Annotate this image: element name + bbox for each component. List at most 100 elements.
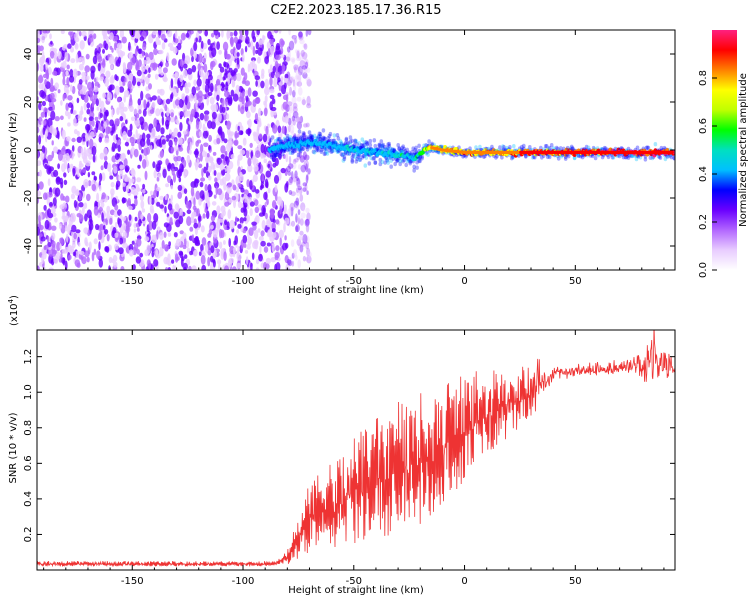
noise-mark: [98, 136, 103, 143]
signal-halo-mark: [318, 136, 323, 142]
noise-mark: [74, 259, 81, 267]
noise-mark: [43, 204, 47, 211]
noise-mark: [269, 64, 273, 72]
noise-mark: [285, 242, 289, 249]
noise-mark: [38, 215, 41, 224]
noise-mark: [50, 40, 53, 45]
noise-mark: [87, 180, 92, 187]
noise-mark: [296, 187, 300, 193]
noise-mark: [227, 72, 232, 79]
noise-mark: [290, 239, 295, 248]
noise-mark: [252, 90, 258, 97]
noise-mark: [84, 239, 88, 247]
noise-mark: [291, 161, 297, 170]
noise-mark: [277, 77, 281, 83]
signal-halo-mark: [386, 142, 391, 147]
noise-mark: [236, 253, 242, 261]
noise-mark: [159, 246, 164, 257]
noise-mark: [82, 206, 85, 215]
noise-mark: [271, 228, 276, 233]
noise-mark: [106, 111, 109, 117]
signal-halo-mark: [407, 150, 412, 155]
noise-mark: [166, 30, 173, 38]
signal-halo-mark: [372, 155, 377, 161]
noise-mark: [177, 137, 183, 146]
noise-mark: [196, 78, 202, 87]
noise-mark: [77, 113, 83, 122]
noise-mark: [201, 168, 204, 178]
noise-mark: [55, 176, 61, 185]
noise-mark: [207, 74, 213, 81]
noise-mark: [242, 234, 248, 244]
signal-halo-mark: [412, 168, 417, 173]
noise-mark: [220, 81, 225, 92]
noise-mark: [287, 146, 291, 156]
noise-mark: [136, 227, 140, 232]
noise-mark: [52, 70, 58, 76]
noise-mark: [211, 47, 217, 58]
signal-halo-mark: [380, 145, 385, 150]
noise-mark: [253, 158, 259, 167]
noise-mark: [210, 32, 215, 38]
noise-mark: [138, 59, 142, 67]
noise-mark: [112, 35, 118, 42]
noise-mark: [251, 252, 255, 260]
noise-mark: [298, 149, 302, 159]
noise-mark: [136, 177, 142, 183]
noise-mark: [302, 255, 306, 262]
noise-mark: [51, 206, 56, 214]
signal-halo-mark: [293, 136, 298, 142]
signal-halo-mark: [391, 156, 396, 161]
noise-mark: [164, 244, 169, 252]
noise-mark: [296, 49, 301, 57]
noise-mark: [235, 84, 240, 91]
noise-mark: [151, 234, 157, 243]
noise-mark: [160, 127, 165, 135]
signal-halo-mark: [333, 140, 338, 145]
noise-mark: [93, 33, 97, 40]
noise-mark: [306, 173, 309, 181]
noise-mark: [133, 228, 137, 233]
noise-mark: [57, 89, 61, 94]
noise-mark: [139, 252, 144, 258]
noise-mark: [305, 30, 308, 37]
noise-mark: [137, 164, 141, 169]
noise-mark: [202, 130, 209, 139]
noise-mark: [233, 30, 238, 37]
signal-halo-mark: [373, 160, 378, 165]
noise-mark: [274, 157, 279, 167]
signal-halo-mark: [418, 154, 422, 160]
signal-halo-mark: [317, 131, 322, 136]
noise-mark: [299, 194, 304, 202]
noise-mark: [68, 102, 73, 108]
noise-mark: [142, 108, 147, 117]
snr-scale-prefix: (x10: [9, 303, 20, 326]
noise-mark: [106, 211, 110, 220]
signal-halo-mark: [296, 138, 301, 143]
signal-halo-mark: [296, 152, 301, 158]
noise-mark: [263, 191, 268, 201]
noise-mark: [163, 231, 167, 238]
noise-mark: [60, 147, 66, 156]
noise-mark: [297, 217, 301, 225]
noise-mark: [239, 217, 244, 225]
noise-mark: [140, 214, 144, 220]
noise-mark: [105, 35, 109, 46]
noise-mark: [291, 96, 297, 105]
noise-mark: [196, 158, 200, 167]
noise-mark: [269, 88, 275, 94]
noise-mark: [134, 37, 139, 43]
noise-mark: [193, 111, 200, 119]
noise-mark: [272, 65, 276, 74]
noise-mark: [225, 98, 228, 107]
signal-halo-mark: [269, 154, 274, 160]
signal-halo-mark: [323, 136, 328, 142]
noise-mark: [68, 254, 72, 260]
noise-mark: [128, 54, 132, 60]
noise-mark: [112, 261, 118, 268]
signal-halo-mark: [276, 137, 281, 142]
noise-mark: [304, 154, 310, 161]
signal-halo-mark: [273, 152, 278, 158]
noise-mark: [45, 129, 49, 138]
noise-mark: [284, 183, 289, 193]
